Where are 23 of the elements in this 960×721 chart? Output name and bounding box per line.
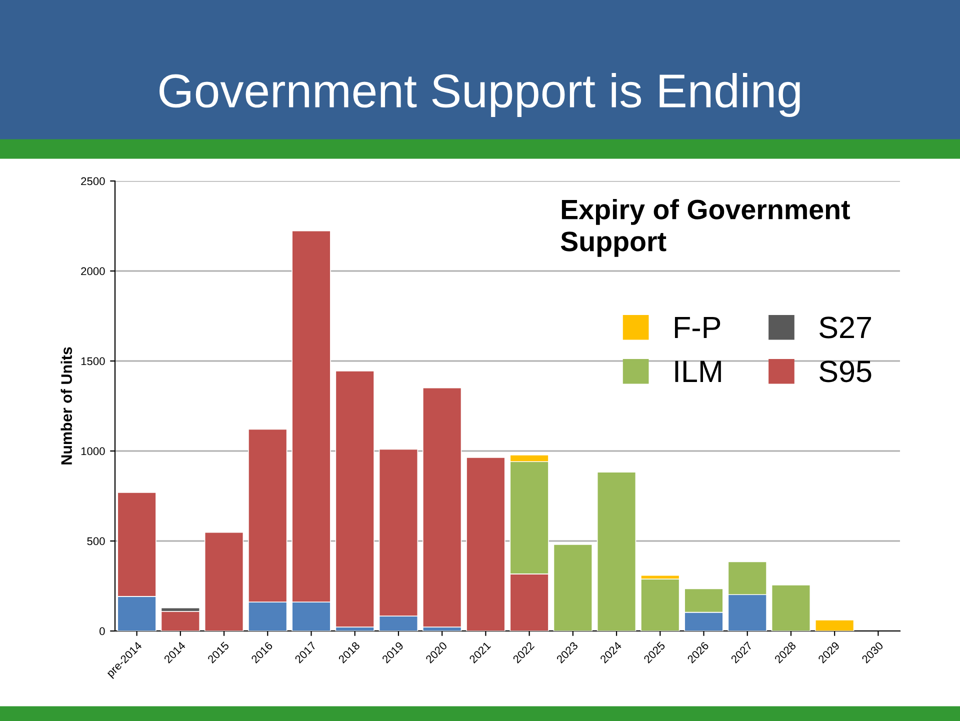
bar xyxy=(422,387,462,628)
y-tick-label: 1000 xyxy=(81,447,105,456)
legend-label: S95 xyxy=(820,360,872,382)
bar xyxy=(640,578,680,631)
bar xyxy=(814,620,854,631)
legend-label: S27 xyxy=(820,316,871,338)
bar xyxy=(160,610,200,631)
bar xyxy=(204,532,244,631)
legend-label: F-P xyxy=(674,317,720,338)
chart-title: Government Support is Ending xyxy=(160,72,800,118)
bar xyxy=(335,370,374,628)
y-tick-label: 0 xyxy=(100,627,105,636)
text: Expiry of Government Support xyxy=(560,199,850,257)
y-tick-label: 500 xyxy=(87,537,105,546)
bar xyxy=(771,584,811,631)
y-tick-label: 2500 xyxy=(81,177,105,186)
bar xyxy=(596,472,636,631)
bar xyxy=(466,457,506,631)
y-tick-label: 2000 xyxy=(81,267,105,276)
bar xyxy=(553,544,593,631)
y-tick-label: 1500 xyxy=(81,357,105,366)
y-axis-title: Number of Units xyxy=(60,347,72,464)
legend-label: ILM xyxy=(675,360,721,382)
